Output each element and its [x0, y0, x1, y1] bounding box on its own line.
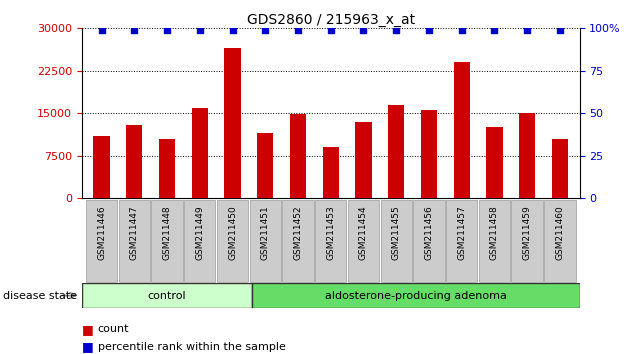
Text: GSM211446: GSM211446: [97, 205, 106, 260]
Text: ■: ■: [82, 323, 94, 336]
Bar: [282, 200, 314, 281]
Point: [457, 27, 467, 33]
Point: [129, 27, 139, 33]
Bar: [151, 200, 183, 281]
Bar: [257, 133, 273, 198]
Text: GSM211452: GSM211452: [294, 205, 302, 260]
Text: GSM211449: GSM211449: [195, 205, 204, 260]
Text: aldosterone-producing adenoma: aldosterone-producing adenoma: [325, 291, 507, 301]
Text: GSM211448: GSM211448: [163, 205, 171, 260]
Bar: [315, 200, 346, 281]
Text: GSM211451: GSM211451: [261, 205, 270, 260]
Bar: [184, 200, 215, 281]
Point: [162, 27, 172, 33]
Text: GSM211450: GSM211450: [228, 205, 237, 260]
Text: control: control: [147, 291, 186, 301]
Bar: [93, 136, 110, 198]
Bar: [446, 200, 478, 281]
Text: count: count: [98, 324, 129, 334]
Bar: [486, 127, 503, 198]
Bar: [381, 200, 412, 281]
Text: GSM211454: GSM211454: [359, 205, 368, 260]
Bar: [252, 283, 580, 308]
Bar: [323, 147, 339, 198]
Bar: [348, 200, 379, 281]
Bar: [217, 200, 248, 281]
Text: GSM211458: GSM211458: [490, 205, 499, 260]
Bar: [82, 283, 252, 308]
Bar: [126, 125, 142, 198]
Bar: [159, 139, 175, 198]
Bar: [552, 139, 568, 198]
Text: GSM211447: GSM211447: [130, 205, 139, 260]
Bar: [192, 108, 208, 198]
Bar: [413, 200, 445, 281]
Text: GSM211455: GSM211455: [392, 205, 401, 260]
Point: [260, 27, 270, 33]
Text: ■: ■: [82, 341, 94, 353]
Bar: [224, 48, 241, 198]
Title: GDS2860 / 215963_x_at: GDS2860 / 215963_x_at: [247, 13, 415, 27]
Bar: [290, 114, 306, 198]
Point: [490, 27, 500, 33]
Bar: [86, 200, 117, 281]
Text: percentile rank within the sample: percentile rank within the sample: [98, 342, 285, 352]
Bar: [519, 113, 536, 198]
Bar: [355, 122, 372, 198]
Bar: [421, 110, 437, 198]
Bar: [479, 200, 510, 281]
Bar: [249, 200, 281, 281]
Point: [358, 27, 369, 33]
Bar: [118, 200, 150, 281]
Text: GSM211456: GSM211456: [425, 205, 433, 260]
Text: GSM211460: GSM211460: [556, 205, 564, 260]
Point: [326, 27, 336, 33]
Point: [195, 27, 205, 33]
Point: [555, 27, 565, 33]
Text: GSM211457: GSM211457: [457, 205, 466, 260]
Point: [96, 27, 106, 33]
Bar: [544, 200, 576, 281]
Text: GSM211459: GSM211459: [523, 205, 532, 260]
Point: [391, 27, 401, 33]
Bar: [388, 105, 404, 198]
Bar: [454, 62, 470, 198]
Point: [227, 27, 238, 33]
Point: [522, 27, 532, 33]
Text: GSM211453: GSM211453: [326, 205, 335, 260]
Bar: [512, 200, 543, 281]
Point: [424, 27, 434, 33]
Point: [293, 27, 303, 33]
Text: disease state: disease state: [3, 291, 77, 301]
